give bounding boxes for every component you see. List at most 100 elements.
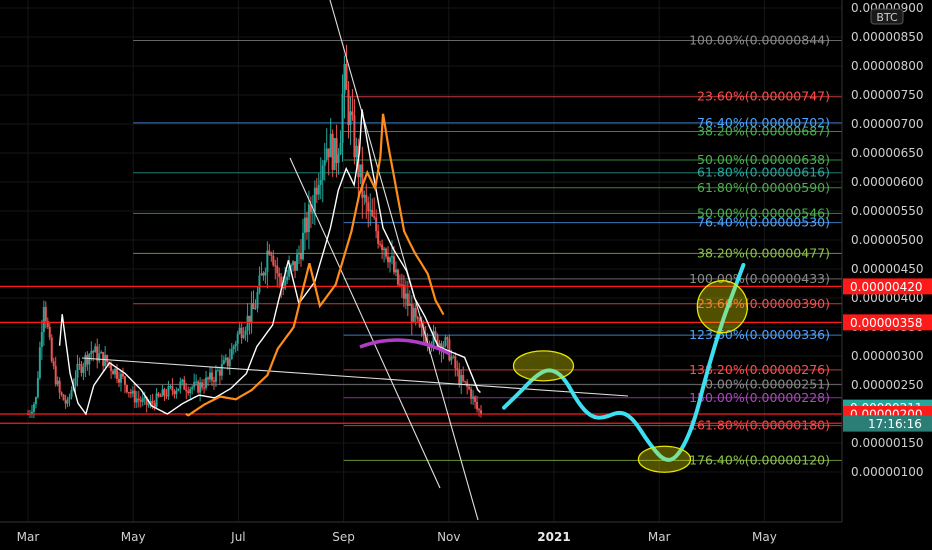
candle-body	[292, 261, 295, 265]
fib-label: 161.80%(0.00000180)	[689, 418, 830, 433]
candle-body	[32, 404, 35, 412]
time-axis[interactable]: Mar May Jul Sep Nov 2021 Mar May	[0, 521, 932, 550]
candle-body	[159, 395, 162, 397]
candle-body	[373, 216, 376, 218]
trend-line	[289, 157, 441, 489]
fib-label: 38.20%(0.00000687)	[697, 124, 830, 139]
candle-body	[68, 397, 71, 400]
candle-body	[220, 363, 223, 376]
candle-body	[424, 335, 427, 344]
candle-body	[44, 306, 47, 321]
candle-body	[398, 284, 401, 286]
candle-body	[244, 330, 247, 336]
candle-body	[30, 411, 33, 414]
candle-body	[456, 368, 459, 370]
fib-label: 0.00%(0.00000251)	[705, 376, 830, 391]
candle-body	[468, 386, 471, 390]
candle-body	[232, 346, 235, 350]
candles	[27, 44, 483, 419]
candle-body	[52, 361, 55, 366]
candle-body	[129, 392, 132, 394]
candle-body	[404, 293, 407, 299]
candle-body	[414, 307, 417, 317]
candle-body	[438, 343, 441, 348]
candle-body	[478, 409, 481, 411]
candle-body	[305, 217, 308, 233]
candle-body	[135, 398, 138, 403]
candle-body	[349, 111, 352, 126]
candle-body	[48, 326, 51, 338]
time-tick-label: Mar	[648, 530, 671, 544]
candle-body	[42, 306, 45, 332]
candle-body	[367, 202, 370, 212]
highlight-circle	[637, 445, 692, 473]
candle-body	[141, 398, 144, 402]
fib-label: 176.40%(0.00000120)	[689, 452, 830, 467]
candle-body	[216, 370, 219, 372]
candle-body	[167, 386, 170, 397]
candle-body	[114, 368, 117, 375]
fib-label: 123.60%(0.00000336)	[689, 327, 830, 342]
candle-body	[323, 160, 326, 166]
candle-body	[339, 142, 342, 155]
candle-body	[222, 360, 225, 364]
candle-body	[369, 209, 372, 212]
price-tick-label: 0.00000250	[851, 378, 924, 392]
candle-body	[82, 366, 85, 373]
candle-body	[260, 273, 263, 276]
candle-body	[254, 308, 257, 310]
fib-label: 100.00%(0.00000844)	[689, 32, 830, 47]
candle-body	[203, 387, 206, 389]
candle-body	[365, 194, 368, 203]
highlight-circle	[512, 350, 575, 382]
candle-body	[214, 370, 217, 382]
candle-body	[90, 351, 93, 354]
price-tick-label: 0.00000550	[851, 204, 924, 218]
fib-label: 76.40%(0.00000530)	[697, 215, 830, 230]
candle-body	[157, 393, 160, 396]
candle-body	[139, 400, 142, 402]
candle-body	[143, 396, 146, 399]
candle-body	[432, 331, 435, 346]
price-tick-label: 0.00000700	[851, 117, 924, 131]
candle-body	[389, 257, 392, 263]
candle-body	[104, 355, 107, 367]
candle-body	[341, 93, 344, 143]
candle-body	[331, 133, 334, 170]
candle-body	[284, 280, 287, 289]
candle-body	[88, 353, 91, 365]
candle-body	[197, 381, 200, 393]
candle-body	[337, 154, 340, 163]
candle-body	[62, 394, 65, 401]
price-tick-label: 0.00000650	[851, 146, 924, 160]
time-tick-label: May	[121, 530, 146, 544]
price-tick-label: 0.00000850	[851, 30, 924, 44]
price-axis[interactable]: 0.000001000.000001500.000002000.00000250…	[841, 0, 932, 522]
fib-label: 138.20%(0.00000276)	[689, 362, 830, 377]
candle-body	[54, 365, 57, 385]
price-tick-label: 0.00000900	[851, 1, 924, 15]
fib-label: 50.00%(0.00000638)	[697, 152, 830, 167]
currency-badge	[870, 8, 904, 25]
candle-body	[133, 390, 136, 403]
candle-body	[131, 390, 134, 394]
candle-body	[286, 276, 289, 281]
trend-lines	[81, 0, 629, 521]
price-tick-label: 0.00000100	[851, 465, 924, 479]
candle-body	[258, 275, 261, 293]
candle-body	[400, 284, 403, 286]
candle-body	[171, 386, 174, 391]
candle-body	[363, 194, 366, 198]
candle-body	[460, 375, 463, 385]
price-tag	[843, 314, 932, 331]
horizontal-lines	[0, 285, 842, 424]
candle-body	[353, 115, 356, 158]
candle-body	[412, 307, 415, 322]
candle-body	[240, 327, 243, 338]
candle-body	[299, 253, 302, 260]
candle-body	[179, 381, 182, 389]
candle-body	[226, 357, 229, 367]
candle-body	[242, 335, 245, 338]
candle-body	[282, 286, 285, 289]
